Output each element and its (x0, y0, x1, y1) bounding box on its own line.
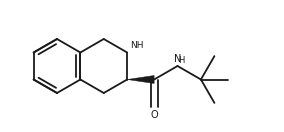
Text: O: O (150, 110, 158, 121)
Text: NH: NH (130, 41, 144, 50)
Polygon shape (127, 76, 154, 84)
Text: N: N (174, 54, 181, 64)
Text: H: H (179, 56, 185, 65)
